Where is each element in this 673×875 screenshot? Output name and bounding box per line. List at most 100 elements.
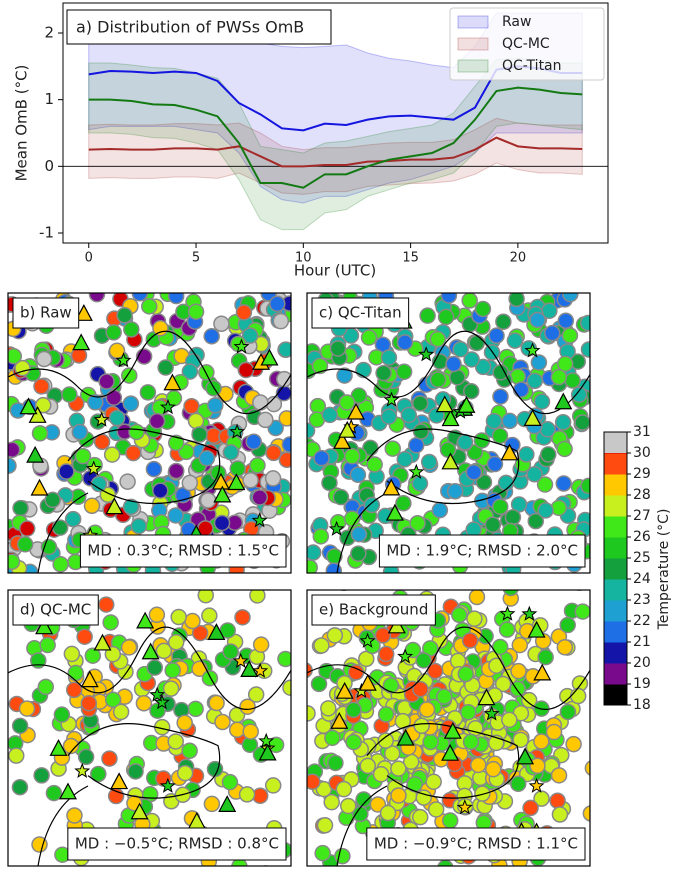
observation-dot bbox=[332, 488, 350, 506]
station-triangle bbox=[30, 478, 49, 496]
station-triangle bbox=[554, 392, 573, 410]
observation-dot bbox=[66, 807, 83, 824]
observation-dot bbox=[339, 797, 357, 815]
observation-dot bbox=[141, 298, 158, 315]
colorbar-bin bbox=[604, 579, 627, 601]
station-star bbox=[85, 460, 102, 476]
observation-dot bbox=[235, 304, 253, 321]
observation-dot bbox=[465, 464, 483, 481]
observation-dot bbox=[276, 370, 291, 388]
observation-dot bbox=[34, 396, 52, 414]
observation-dot bbox=[491, 427, 509, 445]
station-triangle bbox=[74, 304, 93, 321]
observation-dot bbox=[242, 472, 259, 489]
observation-dot bbox=[187, 303, 205, 320]
observation-dot bbox=[460, 703, 477, 721]
observation-dot bbox=[486, 455, 504, 473]
panel-label: d) QC-MC bbox=[20, 601, 91, 619]
observation-dot bbox=[530, 354, 548, 371]
observation-dot bbox=[382, 677, 400, 694]
observation-dot bbox=[537, 502, 554, 519]
observation-dot bbox=[170, 608, 187, 626]
observation-dot bbox=[580, 477, 590, 495]
legend-label: QC-MC bbox=[502, 36, 550, 52]
y-tick-label: 2 bbox=[44, 24, 54, 42]
observation-dot bbox=[164, 662, 181, 679]
station-triangle bbox=[258, 743, 277, 761]
station-triangle bbox=[218, 795, 237, 812]
observation-dot bbox=[427, 801, 445, 818]
observation-dot bbox=[508, 293, 525, 308]
observation-dot bbox=[105, 389, 123, 406]
observation-dot bbox=[265, 444, 282, 462]
observation-dot bbox=[203, 795, 221, 813]
observation-dot bbox=[390, 787, 407, 804]
observation-dot bbox=[429, 330, 447, 348]
colorbar-bin bbox=[604, 537, 627, 559]
observation-dot bbox=[167, 634, 185, 651]
station-triangle bbox=[141, 642, 160, 660]
observation-dot bbox=[272, 312, 290, 330]
observation-dot bbox=[128, 423, 145, 441]
station-triangle bbox=[240, 660, 259, 677]
observation-dot bbox=[509, 775, 527, 793]
station-triangle bbox=[105, 497, 124, 515]
observation-dot bbox=[345, 733, 362, 751]
y-tick-label: 0 bbox=[44, 157, 54, 175]
observation-dot bbox=[198, 364, 215, 381]
observation-dot bbox=[269, 295, 286, 313]
observation-dot bbox=[18, 700, 36, 717]
observation-dot bbox=[311, 357, 329, 375]
observation-dot bbox=[39, 636, 56, 654]
observation-dot bbox=[80, 694, 98, 712]
observation-dot bbox=[102, 614, 119, 631]
observation-dot bbox=[569, 687, 587, 705]
station-star bbox=[153, 694, 170, 710]
observation-dot bbox=[492, 498, 509, 515]
border-line bbox=[307, 330, 590, 573]
x-tick-label: 5 bbox=[192, 251, 200, 266]
observation-dot bbox=[176, 714, 193, 731]
panel-label: e) Background bbox=[319, 601, 428, 619]
observation-dot bbox=[395, 363, 413, 381]
colorbar-tick-label: 18 bbox=[633, 697, 651, 713]
observation-dot bbox=[208, 694, 225, 712]
observation-dot bbox=[71, 423, 89, 441]
observation-dot bbox=[191, 624, 209, 642]
observation-dot bbox=[231, 858, 248, 866]
observation-dot bbox=[512, 731, 529, 749]
observation-dot bbox=[323, 793, 340, 811]
observation-dot bbox=[249, 590, 266, 604]
legend-swatch bbox=[457, 15, 489, 29]
observation-dot bbox=[257, 411, 274, 429]
observation-dot bbox=[345, 573, 360, 588]
observation-dot bbox=[238, 786, 256, 803]
station-triangle bbox=[457, 395, 476, 413]
y-axis-label: Mean OmB (°C) bbox=[13, 65, 31, 182]
observation-dot bbox=[277, 650, 291, 668]
observation-dot bbox=[335, 780, 353, 798]
observation-dot bbox=[564, 372, 581, 389]
observation-dot bbox=[307, 773, 321, 790]
observation-dot bbox=[278, 410, 291, 427]
observation-dot bbox=[485, 760, 502, 778]
station-triangle bbox=[19, 397, 38, 415]
observation-dot bbox=[462, 382, 480, 400]
observation-dot bbox=[412, 423, 430, 440]
observation-dot bbox=[181, 474, 199, 492]
observation-dot bbox=[239, 698, 256, 715]
colorbar-tick-label: 19 bbox=[633, 676, 651, 692]
station-star bbox=[258, 732, 275, 748]
observation-dot bbox=[456, 434, 474, 451]
observation-dot bbox=[384, 440, 401, 457]
station-star bbox=[115, 352, 132, 368]
station-triangle bbox=[93, 633, 112, 651]
plot-frame bbox=[62, 2, 609, 244]
observation-dot bbox=[551, 806, 569, 823]
observation-dot bbox=[326, 627, 344, 644]
x-tick-label: 20 bbox=[510, 251, 527, 266]
observation-dot bbox=[101, 750, 118, 767]
observation-dot bbox=[431, 501, 449, 519]
station-triangle bbox=[500, 443, 519, 461]
station-triangle bbox=[335, 681, 354, 699]
